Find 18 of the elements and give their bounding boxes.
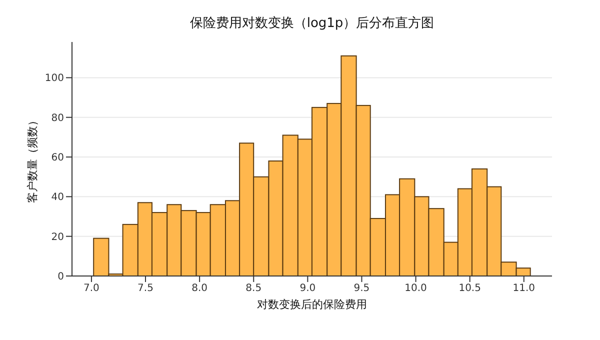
x-tick-label: 10.0 xyxy=(404,283,427,294)
y-tick-label: 20 xyxy=(51,232,64,243)
x-tick-label: 8.5 xyxy=(246,283,262,294)
x-tick-label: 9.0 xyxy=(300,283,316,294)
x-tick-label: 8.0 xyxy=(192,283,208,294)
y-tick-label: 100 xyxy=(44,73,64,84)
y-tick-label: 80 xyxy=(51,112,64,124)
y-axis-title: 客户数量（频数） xyxy=(26,115,39,203)
x-axis-title: 对数变换后的保险费用 xyxy=(257,298,367,311)
y-tick-label: 0 xyxy=(58,272,64,283)
x-tick-label: 9.5 xyxy=(354,283,370,294)
chart-title: 保险费用对数变换（log1p）后分布直方图 xyxy=(188,15,436,32)
x-tick-label: 10.5 xyxy=(458,283,481,294)
y-tick-label: 40 xyxy=(51,192,64,204)
y-tick-label: 60 xyxy=(51,152,64,164)
x-tick-label: 7.5 xyxy=(138,283,154,294)
x-tick-label: 7.0 xyxy=(84,283,100,294)
x-tick-label: 11.0 xyxy=(512,283,536,294)
